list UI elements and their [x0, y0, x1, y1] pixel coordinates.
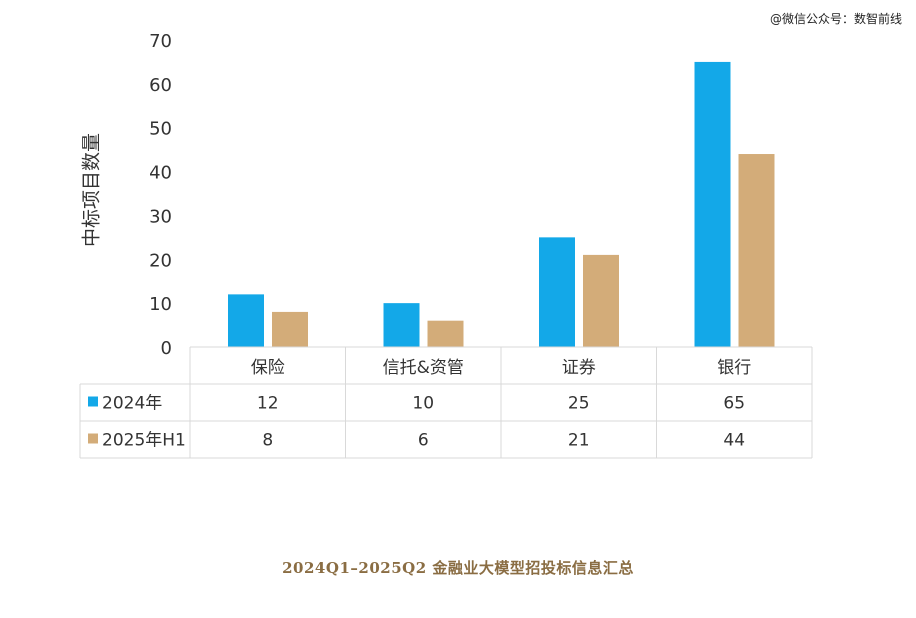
data-label: 10 — [412, 394, 434, 414]
data-label: 12 — [257, 394, 279, 414]
legend-swatch — [88, 433, 98, 444]
legend-label: 2024年 — [102, 394, 162, 414]
bar-series2 — [427, 320, 464, 347]
y-tick-label: 20 — [149, 250, 172, 271]
data-label: 6 — [418, 431, 429, 451]
bar-series2 — [272, 311, 308, 347]
y-tick-label: 30 — [149, 206, 172, 227]
bar-series1 — [228, 294, 264, 347]
x-category-label: 保险 — [251, 358, 285, 378]
y-tick-label: 70 — [149, 31, 172, 52]
bar-series1 — [694, 61, 731, 348]
y-tick-label: 50 — [149, 119, 172, 140]
x-category-label: 信托&资管 — [383, 358, 464, 378]
watermark: @微信公众号：数智前线 — [769, 12, 902, 26]
y-tick-label: 0 — [161, 338, 172, 359]
chart-caption: 2024Q1–2025Q2 金融业大模型招投标信息汇总 — [282, 559, 634, 577]
y-tick-label: 40 — [149, 163, 172, 184]
legend-label: 2025年H1 — [102, 431, 186, 451]
x-category-label: 银行 — [717, 358, 751, 378]
legend-swatch — [88, 396, 98, 407]
data-label: 25 — [568, 394, 590, 414]
data-label: 8 — [262, 431, 273, 451]
data-label: 44 — [723, 431, 745, 451]
y-tick-label: 60 — [149, 75, 172, 96]
bar-series1 — [539, 237, 575, 347]
bar-series2 — [738, 154, 775, 347]
bar-series1 — [383, 303, 420, 347]
y-tick-label: 10 — [149, 294, 172, 315]
data-label: 21 — [568, 431, 590, 451]
data-label: 65 — [723, 394, 745, 414]
x-category-label: 证券 — [562, 358, 596, 378]
bar-series2 — [583, 254, 619, 347]
